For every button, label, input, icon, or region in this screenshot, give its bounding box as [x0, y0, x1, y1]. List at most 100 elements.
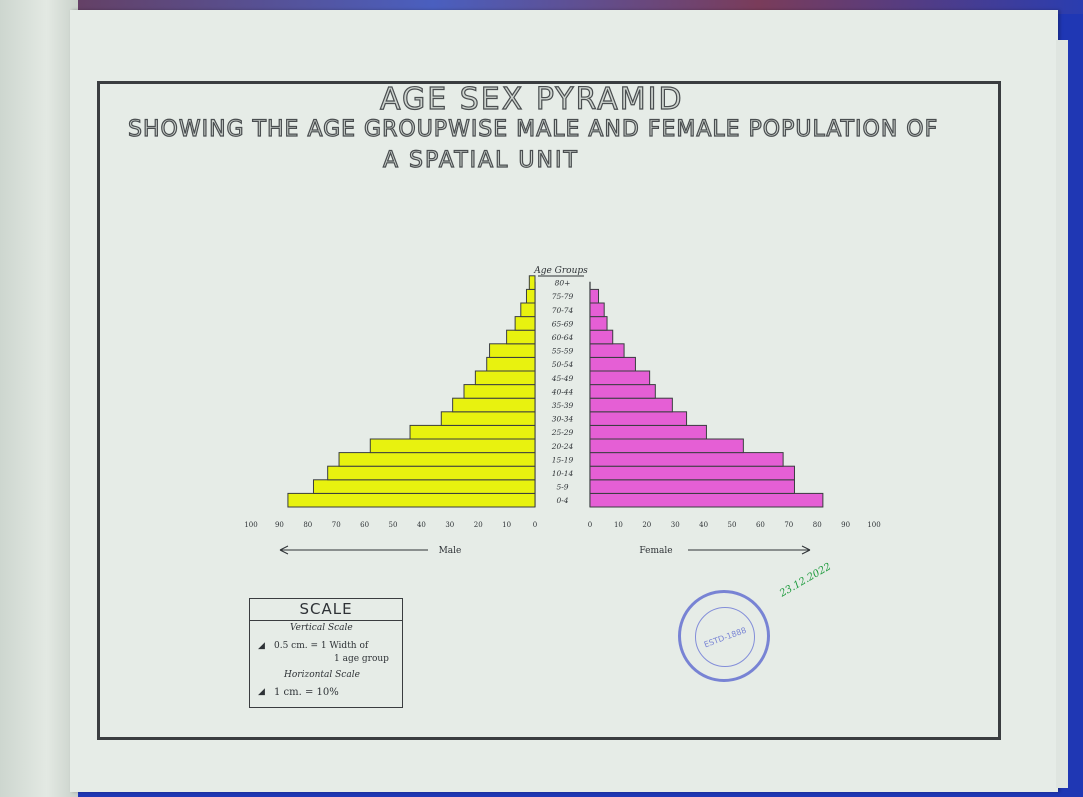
female-bar-60-64: [589, 329, 614, 345]
female-bar-55-59: [589, 343, 625, 358]
female-bar-5-9: [589, 479, 795, 494]
male-bar-0-4: [287, 492, 536, 508]
age-label-25-29: 25-29: [551, 428, 574, 437]
male-tick-100: 100: [244, 521, 257, 529]
female-bar-20-24: [589, 438, 744, 454]
male-legend-label: Male: [439, 546, 462, 556]
stamp-inner-ring: [695, 607, 755, 667]
chart-title: AGE SEX PYRAMID: [379, 81, 684, 117]
female-bar-50-54: [589, 356, 636, 372]
female-tick-80: 80: [813, 521, 822, 529]
female-bar-0-4: [589, 492, 824, 508]
male-tick-20: 20: [474, 521, 483, 529]
male-bar-45-49: [474, 370, 536, 386]
axis-ticks: 100 90 80 70 60 50 40 30 20 10 0 0 10 20 30 40 50 60 70 80 9…: [244, 521, 880, 529]
male-bar-60-64: [506, 329, 536, 345]
age-label-20-24: 20-24: [551, 442, 574, 451]
paper-edge: [1056, 40, 1068, 788]
chart-subtitle-line1: SHOWING THE AGE GROUPWISE MALE AND FEMAL…: [127, 116, 939, 142]
scale-box: SCALE Vertical Scale ◢ 0.5 cm. = 1 Width…: [249, 598, 403, 708]
age-label-50-54: 50-54: [552, 360, 574, 369]
age-label-15-19: 15-19: [552, 455, 574, 464]
age-label-40-44: 40-44: [551, 387, 574, 396]
college-seal-stamp: ESTD-1888: [678, 590, 770, 682]
male-bar-55-59: [489, 343, 536, 358]
male-tick-30: 30: [445, 521, 454, 529]
female-arrow-head: [801, 545, 811, 555]
female-bar-15-19: [589, 452, 784, 467]
female-tick-30: 30: [671, 521, 680, 529]
male-bar-65-69: [514, 316, 536, 331]
male-bar-5-9: [312, 479, 536, 494]
age-label-55-59: 55-59: [552, 347, 574, 356]
female-tick-40: 40: [699, 521, 708, 529]
female-tick-0: 0: [588, 521, 592, 529]
female-bar-40-44: [589, 384, 656, 399]
male-bar-35-39: [452, 397, 536, 413]
age-label-0-4: 0-4: [556, 496, 568, 505]
left-page: [0, 0, 78, 797]
male-bar-50-54: [486, 356, 536, 372]
male-tick-90: 90: [275, 521, 284, 529]
male-bars: [287, 275, 536, 508]
male-tick-80: 80: [303, 521, 312, 529]
male-bar-80+: [528, 275, 536, 290]
chart-subtitle-line2: A SPATIAL UNIT: [382, 147, 579, 173]
female-tick-90: 90: [841, 521, 850, 529]
female-bar-25-29: [589, 424, 707, 440]
female-bar-30-34: [589, 411, 688, 426]
age-label-10-14: 10-14: [552, 469, 574, 478]
age-label-60-64: 60-64: [552, 333, 574, 342]
vertical-scale-heading: Vertical Scale: [290, 623, 353, 633]
vertical-scale-line1: 0.5 cm. = 1 Width of: [274, 641, 369, 651]
female-bar-35-39: [589, 397, 673, 413]
age-label-65-69: 65-69: [552, 319, 574, 328]
female-bars: [589, 288, 824, 508]
male-bar-40-44: [463, 384, 536, 399]
male-tick-50: 50: [389, 521, 398, 529]
female-bar-45-49: [589, 370, 651, 386]
male-arrow-head: [279, 545, 289, 555]
vertical-scale-line2: 1 age group: [334, 654, 389, 664]
male-tick-60: 60: [360, 521, 369, 529]
male-bar-70-74: [520, 302, 536, 318]
female-bar-10-14: [589, 465, 795, 481]
female-tick-20: 20: [642, 521, 651, 529]
male-bar-20-24: [369, 438, 536, 454]
age-label-35-39: 35-39: [552, 401, 574, 410]
horizontal-scale-heading: Horizontal Scale: [284, 670, 360, 680]
female-tick-100: 100: [867, 521, 880, 529]
female-legend-label: Female: [639, 546, 672, 556]
female-bar-70-74: [589, 302, 605, 318]
vertical-scale-marker: ◢: [258, 641, 265, 651]
female-bar-65-69: [589, 316, 608, 331]
age-label-5-9: 5-9: [556, 483, 568, 492]
age-label-70-74: 70-74: [552, 306, 574, 315]
horizontal-scale-line: 1 cm. = 10%: [274, 687, 339, 698]
male-tick-40: 40: [417, 521, 426, 529]
male-tick-0: 0: [533, 521, 537, 529]
drawing-frame: [97, 81, 1001, 740]
age-label-45-49: 45-49: [551, 374, 574, 383]
male-bar-10-14: [327, 465, 536, 481]
paper-sheet: [70, 10, 1058, 792]
horizontal-scale-marker: ◢: [258, 687, 265, 697]
female-tick-50: 50: [728, 521, 737, 529]
age-label-80+: 80+: [555, 279, 571, 288]
male-bar-30-34: [440, 411, 536, 426]
male-tick-10: 10: [502, 521, 511, 529]
female-bar-75-79: [589, 288, 600, 304]
female-tick-60: 60: [756, 521, 765, 529]
male-bar-75-79: [525, 288, 536, 304]
scale-heading: SCALE: [250, 599, 402, 621]
age-label-75-79: 75-79: [552, 292, 574, 301]
male-bar-15-19: [338, 452, 536, 467]
female-tick-70: 70: [784, 521, 793, 529]
female-tick-10: 10: [614, 521, 623, 529]
male-bar-25-29: [409, 424, 536, 440]
age-label-30-34: 30-34: [552, 415, 574, 424]
category-axis-label: Age Groups: [533, 266, 588, 276]
male-tick-70: 70: [332, 521, 341, 529]
age-group-labels: 0-4 5-9 10-14 15-19 20-24 25-29 30-34 35-39 40-4…: [551, 279, 574, 506]
